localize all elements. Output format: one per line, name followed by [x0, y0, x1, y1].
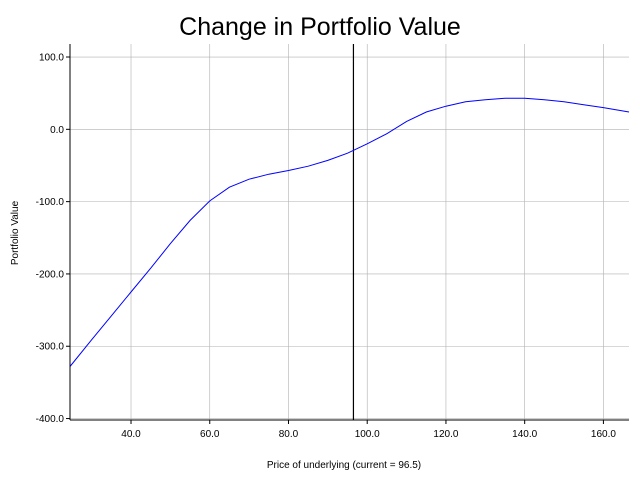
chart-title: Change in Portfolio Value	[179, 13, 461, 41]
y-tick-label: -300.0	[36, 342, 65, 353]
x-tick-label: 80.0	[279, 429, 299, 440]
y-axis-label: Portfolio Value	[10, 200, 21, 265]
x-tick-label: 120.0	[433, 429, 458, 440]
x-tick-label: 160.0	[591, 429, 616, 440]
y-tick-label: -100.0	[36, 197, 65, 208]
portfolio-value-line	[69, 97, 630, 367]
y-tick-label: 100.0	[39, 53, 64, 64]
x-axis-label: Price of underlying (current = 96.5)	[267, 460, 421, 471]
x-tick-label: 100.0	[355, 429, 380, 440]
x-tick-label: 40.0	[121, 429, 141, 440]
axes	[66, 44, 629, 424]
x-tick-label: 140.0	[512, 429, 537, 440]
tick-labels: 40.0 60.0 80.0 100.0 120.0 140.0 160.0 100.0 0.0…	[36, 53, 617, 440]
y-tick-label: -200.0	[36, 269, 65, 280]
series-layer	[69, 97, 630, 367]
x-tick-label: 60.0	[200, 429, 220, 440]
grid	[70, 44, 629, 420]
y-tick-label: -400.0	[36, 414, 65, 425]
y-tick-label: 0.0	[50, 125, 64, 136]
